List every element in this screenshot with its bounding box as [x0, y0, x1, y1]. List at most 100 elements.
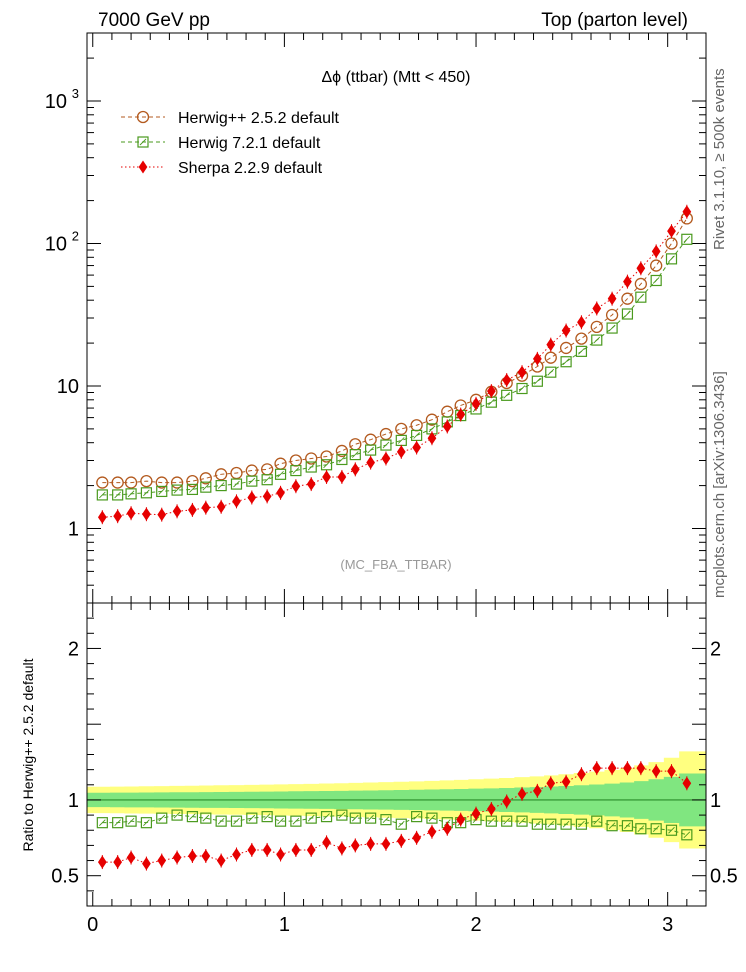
data-point — [247, 490, 257, 505]
data-point-slash — [428, 425, 436, 433]
data-point-slash — [307, 463, 315, 471]
data-point — [155, 476, 168, 489]
data-point-box — [531, 818, 543, 830]
data-point — [471, 397, 481, 411]
main-axis-ticks: 1 10 10 2 10 3 — [45, 32, 707, 604]
data-point — [320, 450, 333, 463]
data-point-slash — [382, 441, 390, 449]
data-point-slash — [277, 817, 284, 825]
data-point-slash — [637, 825, 645, 833]
data-point-box — [171, 809, 183, 821]
data-point — [124, 476, 138, 489]
ratio-series-layer — [96, 761, 693, 871]
data-point — [381, 837, 391, 851]
data-point — [320, 459, 333, 471]
data-point-box — [261, 474, 273, 486]
data-point — [682, 205, 692, 219]
data-point — [531, 375, 543, 387]
data-point — [501, 815, 513, 827]
data-point — [111, 476, 124, 489]
data-point-slash — [367, 814, 374, 822]
data-point — [607, 292, 617, 306]
data-point — [125, 815, 137, 827]
data-point — [650, 823, 662, 835]
data-point — [200, 812, 212, 824]
data-point-slash — [397, 820, 405, 828]
data-point — [427, 431, 437, 445]
data-point — [274, 468, 287, 480]
data-point-slash — [547, 368, 555, 376]
data-point — [172, 850, 182, 865]
y-tick-label: 10 — [57, 376, 79, 398]
data-point — [113, 855, 123, 869]
data-point-slash — [292, 817, 300, 825]
data-point — [395, 422, 408, 436]
ratio-y-tick-label-right: 2 — [710, 638, 721, 660]
data-point — [290, 815, 302, 827]
data-point — [291, 479, 301, 493]
data-point — [442, 419, 452, 433]
data-point — [560, 356, 572, 368]
data-point-box — [621, 820, 634, 832]
data-point — [276, 847, 285, 862]
data-point — [142, 507, 151, 521]
data-point-slash — [277, 470, 284, 478]
ratio-y-tick-label: 0.5 — [51, 866, 79, 888]
data-point-slash — [578, 820, 585, 828]
data-point — [607, 761, 617, 775]
data-point — [559, 341, 573, 355]
legend-entry: Herwig++ 2.5.2 default — [121, 110, 340, 127]
data-point-slash — [683, 831, 691, 839]
y-tick-exponent: 2 — [72, 228, 79, 243]
data-point-slash — [114, 819, 121, 826]
data-point-box — [665, 824, 678, 836]
data-point — [261, 811, 273, 823]
data-point — [156, 485, 168, 498]
data-point-slash — [127, 490, 135, 498]
data-point-slash — [397, 437, 405, 444]
data-point-slash — [173, 486, 181, 494]
series-line — [102, 218, 688, 484]
data-point — [516, 382, 528, 395]
data-point — [682, 776, 692, 790]
data-point-slash — [413, 432, 420, 439]
data-point — [412, 831, 421, 845]
data-point-slash — [534, 820, 541, 828]
legend-label: Sherpa 2.2.9 default — [178, 160, 323, 177]
data-point — [337, 841, 347, 855]
data-point-box — [320, 459, 333, 471]
data-point — [502, 373, 512, 387]
data-point-box — [411, 811, 423, 823]
data-point-box — [112, 817, 124, 829]
data-point — [681, 829, 693, 841]
data-point — [138, 160, 148, 174]
data-point — [456, 813, 466, 827]
data-point — [487, 802, 496, 816]
data-point-box — [215, 479, 227, 492]
data-point — [667, 224, 676, 238]
data-point-slash — [292, 467, 300, 474]
data-point-box — [650, 823, 662, 835]
data-point — [230, 478, 243, 490]
data-point-box — [606, 820, 618, 832]
data-point — [306, 477, 316, 491]
data-point — [665, 824, 678, 836]
data-point-slash — [593, 336, 601, 344]
data-point-box — [274, 815, 287, 827]
data-point — [380, 814, 392, 826]
data-point-box — [305, 812, 317, 824]
data-point — [621, 292, 634, 305]
data-point — [396, 445, 406, 459]
data-point-slash — [624, 822, 631, 830]
data-point-slash — [99, 819, 106, 826]
y-tick-label: 10 — [45, 91, 67, 113]
data-point — [336, 453, 348, 466]
series-line — [102, 238, 688, 496]
data-point — [517, 365, 527, 379]
data-point — [575, 332, 588, 345]
data-point-slash — [503, 392, 511, 399]
data-point-box — [531, 375, 543, 387]
data-point-box — [171, 484, 183, 496]
data-point — [140, 487, 153, 499]
side-label-mcplots: mcplots.cern.ch [arXiv:1306.3436] — [711, 371, 728, 598]
